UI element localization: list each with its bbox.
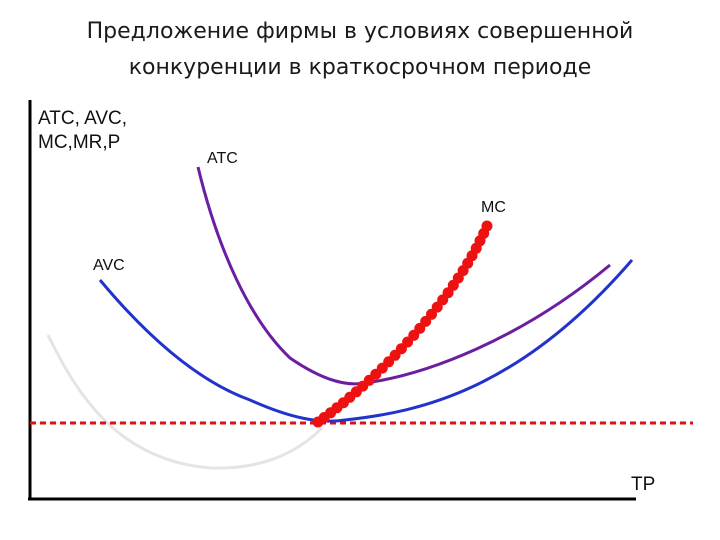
y-axis-label-line-2: MC,MR,P	[38, 132, 120, 153]
mc-dot	[481, 220, 493, 232]
faint-curve	[46, 334, 324, 470]
x-axis-label: TP	[631, 474, 655, 495]
y-axis-label-line-1: ATC, AVC,	[38, 108, 127, 129]
title-line-1: Предложение фирмы в условиях совершенной	[86, 19, 634, 44]
mc-curve	[312, 220, 493, 428]
atc-label: ATC	[207, 150, 238, 167]
avc-label: AVC	[93, 257, 125, 274]
atc-curve	[196, 166, 611, 386]
avc-curve	[98, 259, 634, 423]
mc-label: MC	[481, 199, 506, 216]
page-title: Предложение фирмы в условиях совершенной…	[0, 14, 720, 86]
title-line-2: конкуренции в краткосрочном периоде	[128, 55, 592, 80]
